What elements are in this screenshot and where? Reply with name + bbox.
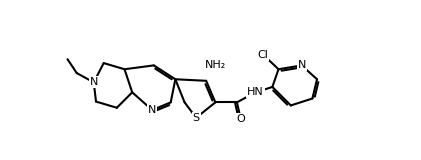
Text: HN: HN [247,87,264,97]
Text: O: O [237,114,245,124]
Text: N: N [148,105,157,115]
Text: N: N [297,60,306,70]
Text: NH₂: NH₂ [205,60,226,70]
Text: S: S [192,113,200,123]
Text: Cl: Cl [258,50,269,60]
Text: N: N [90,77,98,87]
